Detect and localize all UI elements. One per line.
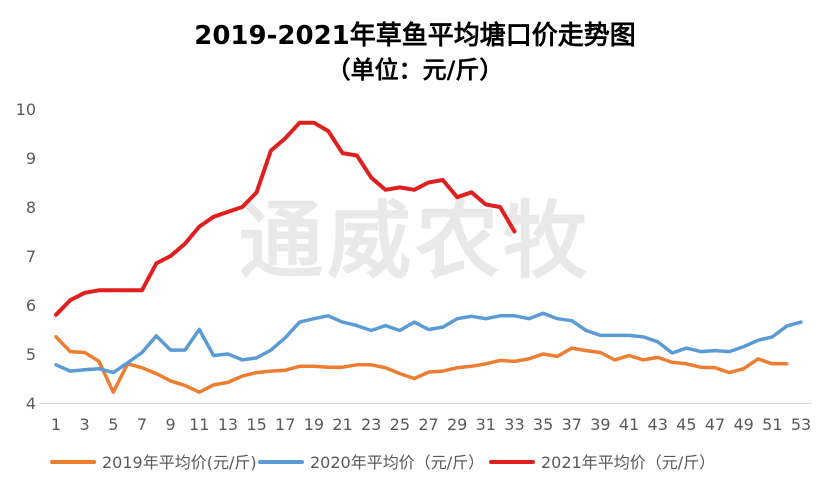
x-tick-label: 47 [705,415,725,434]
x-tick-label: 13 [218,415,238,434]
y-axis-ticks: 4 5 6 7 8 9 10 [16,100,36,413]
series-line-3 [54,120,517,317]
x-tick-label: 37 [562,415,582,434]
y-tick-label: 6 [26,296,36,315]
series-line-1 [54,335,789,394]
y-tick-label: 4 [26,394,36,413]
x-tick-label: 11 [189,415,209,434]
y-tick-label: 5 [26,345,36,364]
x-tick-label: 5 [108,415,118,434]
x-tick-label: 33 [504,415,524,434]
y-tick-label: 8 [26,198,36,217]
x-tick-label: 1 [51,415,61,434]
watermark-text: 通威农牧 [239,192,591,290]
x-tick-label: 29 [447,415,467,434]
y-tick-label: 7 [26,247,36,266]
x-tick-label: 43 [648,415,668,434]
x-tick-label: 15 [246,415,266,434]
x-tick-label: 27 [418,415,438,434]
x-tick-label: 3 [80,415,90,434]
x-tick-label: 45 [676,415,696,434]
x-tick-label: 7 [137,415,147,434]
x-tick-label: 17 [275,415,295,434]
x-tick-label: 21 [332,415,352,434]
x-tick-label: 51 [762,415,782,434]
x-tick-label: 19 [304,415,324,434]
x-tick-label: 23 [361,415,381,434]
legend-label-1: 2019年平均价(元/斤) [102,453,257,472]
x-tick-label: 9 [166,415,176,434]
x-tick-label: 25 [390,415,410,434]
legend: 2019年平均价(元/斤) 2020年平均价（元/斤） 2021年平均价（元/斤） [50,453,715,472]
x-tick-label: 41 [619,415,639,434]
x-tick-label: 53 [791,415,811,434]
chart-subtitle: （单位：元/斤） [327,56,504,84]
x-tick-label: 49 [734,415,754,434]
x-tick-label: 31 [476,415,496,434]
y-tick-label: 9 [26,149,36,168]
legend-label-2: 2020年平均价（元/斤） [310,453,484,472]
chart-title: 2019-2021年草鱼平均塘口价走势图 [194,20,636,51]
x-tick-label: 35 [533,415,553,434]
series-line-2 [54,311,803,375]
y-tick-label: 10 [16,100,36,119]
series-layer [54,120,803,394]
x-axis-ticks: 1 3 5 7 9 11 13 15 17 19 21 23 25 27 29 31 33 35 37 39 41 43 4… [51,415,811,434]
x-tick-label: 39 [590,415,610,434]
legend-label-3: 2021年平均价（元/斤） [541,453,715,472]
